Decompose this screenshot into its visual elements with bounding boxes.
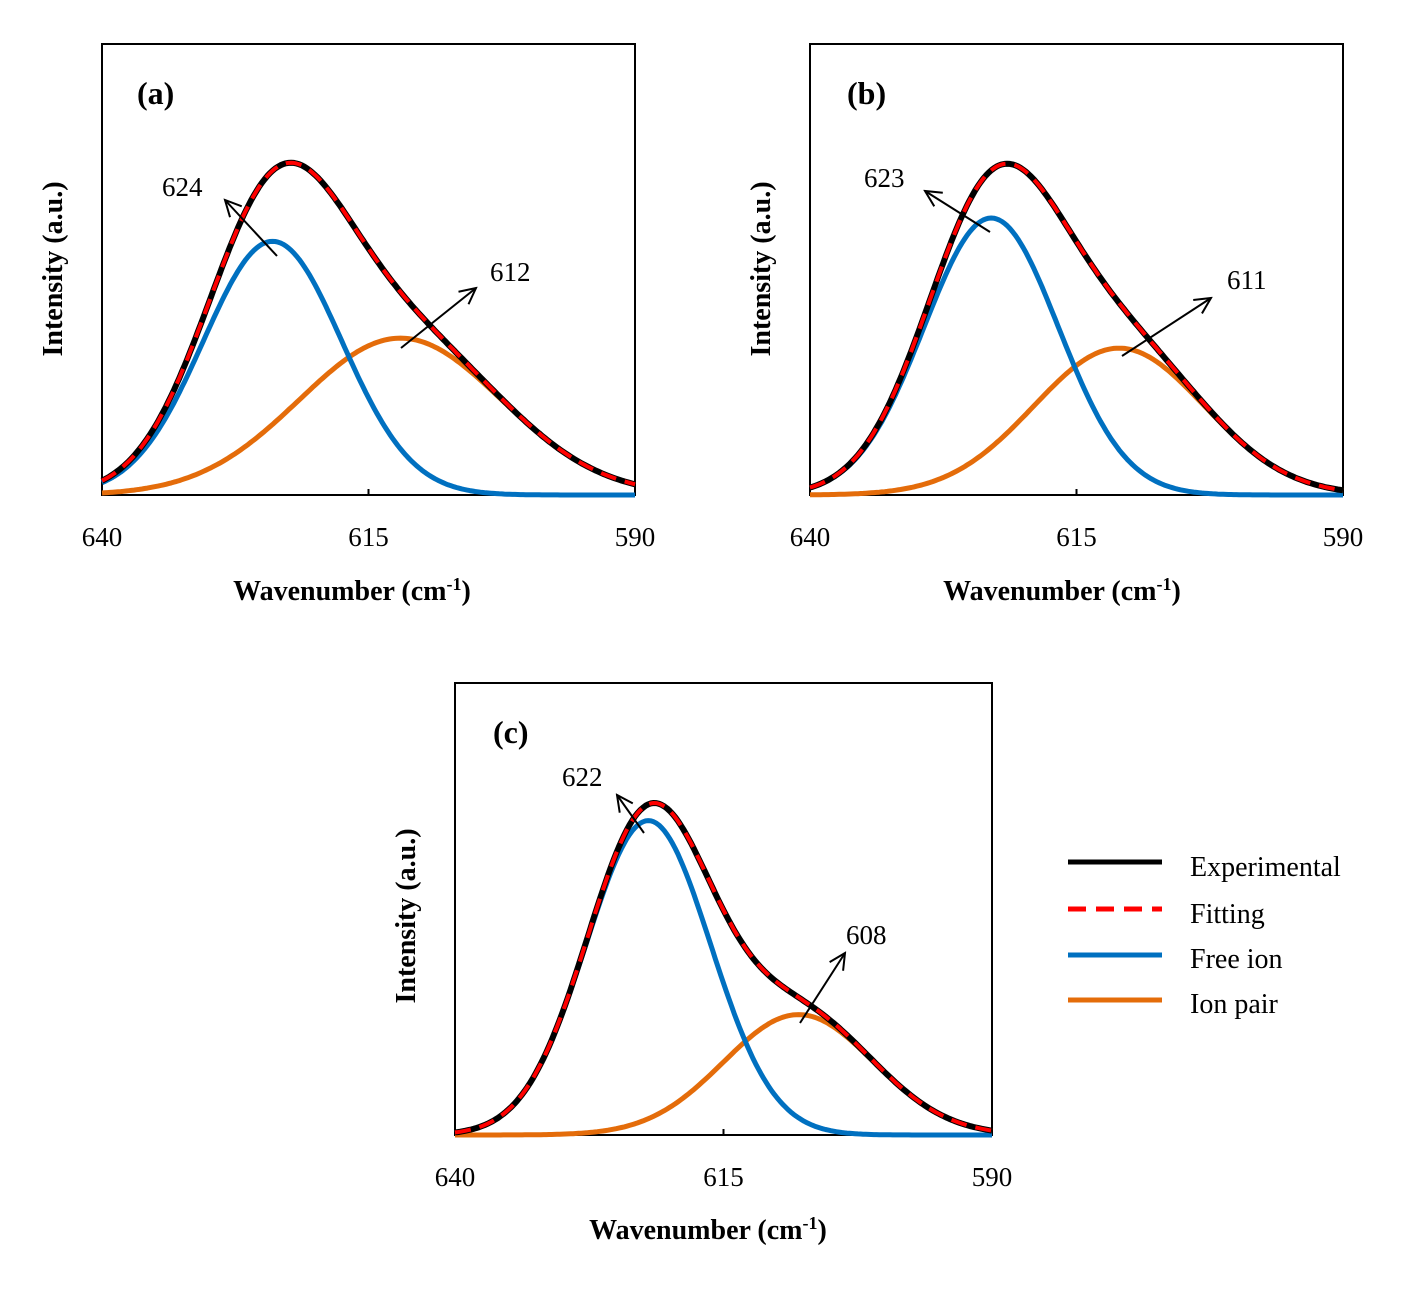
y-axis-label: Intensity (a.u.) — [746, 181, 777, 356]
series-ion-pair-line — [101, 335, 636, 496]
panel-label: (c) — [493, 714, 529, 750]
annotation-arrow-free-ion — [925, 191, 991, 233]
annotation-free-ion-peak: 624 — [162, 172, 203, 202]
legend-label-experimental: Experimental — [1190, 852, 1341, 883]
x-axis-label: Wavenumber (cm-1) — [233, 574, 471, 607]
chart-panel-a: 640 615 590 Wavenumber (cm-1) Intensity … — [38, 43, 656, 607]
chart-panel-b: 640 615 590 Wavenumber (cm-1) Intensity … — [746, 43, 1364, 607]
x-tick-label-590: 590 — [972, 1162, 1013, 1192]
series-fitting-line — [809, 161, 1344, 493]
x-tick-label-640: 640 — [435, 1162, 476, 1192]
plot-frame — [101, 43, 636, 496]
x-tick-label-640: 640 — [82, 522, 123, 552]
series-fitting-line — [454, 801, 993, 1135]
series-free-ion-line — [809, 215, 1343, 498]
annotation-free-ion-peak: 623 — [864, 163, 905, 193]
x-tick-label-615: 615 — [703, 1162, 744, 1192]
x-ticks: 640 615 590 — [435, 1129, 1013, 1192]
annotation-ion-pair-peak: 611 — [1227, 265, 1267, 295]
curves — [454, 800, 993, 1138]
annotation-ion-pair-peak: 608 — [846, 920, 887, 950]
legend: Experimental Fitting Free ion Ion pair — [1068, 852, 1341, 1020]
series-free-ion-line — [100, 238, 635, 498]
chart-panel-c: 640 615 590 Wavenumber (cm-1) Intensity … — [391, 682, 1013, 1246]
legend-label-free-ion: Free ion — [1190, 944, 1283, 975]
x-tick-label-590: 590 — [615, 522, 656, 552]
y-axis-label: Intensity (a.u.) — [391, 828, 422, 1003]
legend-label-fitting: Fitting — [1190, 899, 1265, 930]
annotation-arrow-free-ion — [225, 200, 278, 257]
x-tick-label-615: 615 — [348, 522, 389, 552]
x-axis-label: Wavenumber (cm-1) — [589, 1213, 827, 1246]
x-tick-label-615: 615 — [1056, 522, 1097, 552]
x-ticks: 640 615 590 — [82, 489, 656, 552]
curves — [100, 159, 636, 498]
x-ticks: 640 615 590 — [790, 489, 1364, 552]
x-tick-label-640: 640 — [790, 522, 831, 552]
series-experimental-line — [454, 800, 993, 1136]
panel-label: (a) — [137, 75, 174, 111]
curves — [809, 160, 1344, 498]
x-axis-label: Wavenumber (cm-1) — [943, 574, 1181, 607]
x-tick-label-590: 590 — [1323, 522, 1364, 552]
legend-label-ion-pair: Ion pair — [1190, 989, 1279, 1020]
annotation-arrow-ion-pair — [1121, 298, 1211, 357]
series-experimental-line — [809, 160, 1344, 494]
annotation-arrow-free-ion — [617, 795, 645, 834]
y-axis-label: Intensity (a.u.) — [38, 181, 69, 356]
series-free-ion-line — [454, 818, 992, 1138]
panel-label: (b) — [847, 75, 886, 111]
annotation-free-ion-peak: 622 — [562, 762, 603, 792]
series-experimental-line — [100, 159, 636, 488]
annotation-ion-pair-peak: 612 — [490, 257, 531, 287]
annotation-arrow-ion-pair — [799, 953, 845, 1024]
annotation-arrow-ion-pair — [400, 288, 476, 349]
series-fitting-line — [101, 160, 636, 487]
